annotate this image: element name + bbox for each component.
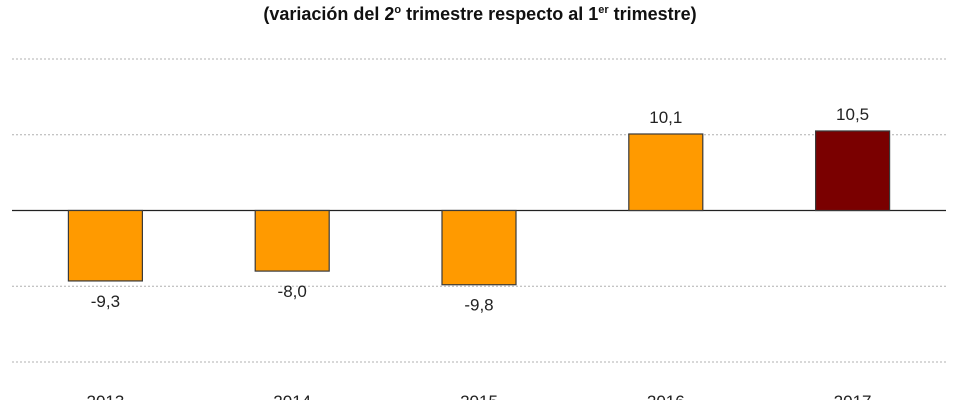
x-tick-label-2017: 2017 (834, 392, 872, 400)
x-tick-label-2016: 2016 (647, 392, 685, 400)
subtitle-superscript: er (598, 4, 609, 16)
x-tick-label-2014: 2014 (273, 392, 311, 400)
data-label-2013: -9,3 (91, 292, 120, 311)
bar-2013 (67, 209, 144, 282)
subtitle-text: trimestre respecto al 1 (401, 4, 599, 24)
data-label-2016: 10,1 (649, 108, 682, 127)
data-label-2017: 10,5 (836, 105, 869, 124)
bar-2015 (441, 209, 517, 286)
subtitle-text: trimestre) (608, 4, 697, 24)
bar-2017 (814, 130, 891, 212)
subtitle-text: (variación del 2 (263, 4, 395, 24)
data-label-2014: -8,0 (278, 282, 307, 301)
x-tick-label-2013: 2013 (86, 392, 124, 400)
chart-subtitle: (variación del 2o trimestre respecto al … (0, 4, 960, 25)
bar-2016 (628, 133, 704, 212)
subtitle-superscript: o (394, 4, 402, 16)
bar-2014 (254, 209, 330, 272)
x-tick-label-2015: 2015 (460, 392, 498, 400)
data-label-2015: -9,8 (464, 296, 493, 315)
